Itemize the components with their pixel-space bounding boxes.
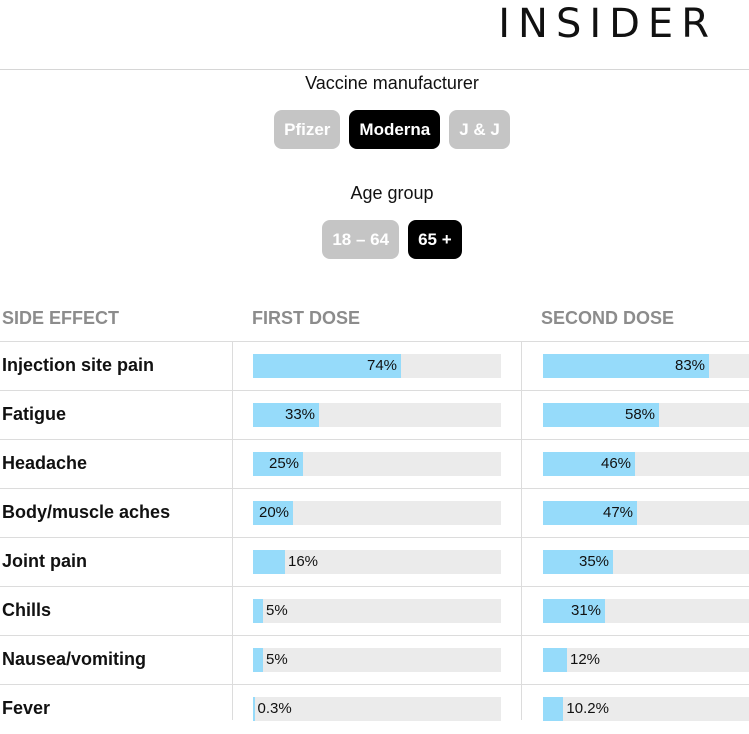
table-row: Body/muscle aches 20% 47% [0, 488, 749, 538]
header-divider [0, 69, 749, 70]
manufacturer-selector: Pfizer Moderna J & J [0, 110, 749, 149]
second-dose-bar-track: 12% [543, 648, 749, 672]
table-row: Chills 5% 31% [0, 586, 749, 636]
first-dose-bar [253, 354, 401, 378]
second-dose-bar-track: 47% [543, 501, 749, 525]
age-group-button-0[interactable]: 18 – 64 [322, 220, 400, 259]
first-dose-value-label: 33% [285, 406, 316, 423]
first-dose-value-label: 16% [288, 553, 319, 570]
table-row: Injection site pain 74% 83% [0, 341, 749, 391]
first-dose-bar [253, 403, 319, 427]
first-dose-value-label: 74% [367, 357, 398, 374]
second-dose-value-label: 35% [579, 553, 610, 570]
second-dose-bar [543, 501, 637, 525]
first-dose-bar-track: 20% [253, 501, 501, 525]
side-effect-name: Injection site pain [2, 355, 155, 375]
first-dose-bar [253, 550, 285, 574]
side-effect-name: Nausea/vomiting [2, 649, 147, 669]
age-group-selector: 18 – 64 65 + [0, 220, 749, 259]
first-dose-bar [253, 697, 255, 721]
first-dose-bar [253, 599, 263, 623]
first-dose-value-label: 25% [269, 455, 300, 472]
table-row: Joint pain 16% 35% [0, 537, 749, 587]
manufacturer-button-0[interactable]: Pfizer [274, 110, 341, 149]
second-dose-bar [543, 550, 613, 574]
first-dose-header: FIRST DOSE [252, 308, 361, 328]
manufacturer-button-2[interactable]: J & J [449, 110, 510, 149]
second-dose-bar-track: 46% [543, 452, 749, 476]
column-divider-first [232, 341, 233, 720]
side-effect-header: SIDE EFFECT [2, 308, 120, 328]
age-group-button-1[interactable]: 65 + [408, 220, 462, 259]
side-effect-name: Fever [2, 698, 51, 718]
side-effect-name: Chills [2, 600, 52, 620]
table-row: Fatigue 33% 58% [0, 390, 749, 440]
first-dose-bar [253, 501, 293, 525]
first-dose-bar [253, 648, 263, 672]
second-dose-value-label: 83% [675, 357, 706, 374]
second-dose-bar [543, 599, 605, 623]
first-dose-value-label: 20% [259, 504, 290, 521]
first-dose-bar-track: 5% [253, 599, 501, 623]
second-dose-bar-track: 83% [543, 354, 749, 378]
first-dose-value-label: 0.3% [257, 700, 292, 717]
side-effect-name: Body/muscle aches [2, 502, 171, 522]
column-divider-second [521, 341, 522, 720]
age-group-label: Age group [350, 183, 434, 203]
second-dose-value-label: 12% [570, 651, 601, 668]
second-dose-bar [543, 354, 709, 378]
first-dose-bar-track: 74% [253, 354, 501, 378]
second-dose-value-label: 58% [625, 406, 656, 423]
table-row: Nausea/vomiting 5% 12% [0, 635, 749, 685]
second-dose-bar [543, 452, 635, 476]
first-dose-value-label: 5% [266, 602, 288, 619]
second-dose-bar-track: 35% [543, 550, 749, 574]
first-dose-bar-track: 16% [253, 550, 501, 574]
side-effect-name: Joint pain [2, 551, 87, 571]
first-dose-bar-track: 0.3% [253, 697, 501, 721]
first-dose-bar-track: 33% [253, 403, 501, 427]
first-dose-bar-track: 5% [253, 648, 501, 672]
table-row: Headache 25% 46% [0, 439, 749, 489]
second-dose-bar-track: 58% [543, 403, 749, 427]
second-dose-bar [543, 403, 659, 427]
table-row: Fever 0.3% 10.2% [0, 684, 749, 734]
second-dose-value-label: 10.2% [566, 700, 609, 717]
second-dose-value-label: 31% [571, 602, 602, 619]
second-dose-bar [543, 697, 564, 721]
first-dose-bar-track: 25% [253, 452, 501, 476]
first-dose-value-label: 5% [266, 651, 288, 668]
second-dose-value-label: 46% [601, 455, 632, 472]
side-effect-name: Headache [2, 453, 88, 473]
second-dose-bar-track: 31% [543, 599, 749, 623]
insider-logo[interactable]: INSIDER [498, 1, 717, 47]
manufacturer-label: Vaccine manufacturer [305, 73, 479, 93]
side-effect-name: Fatigue [2, 404, 67, 424]
second-dose-header: SECOND DOSE [541, 308, 675, 328]
manufacturer-button-1[interactable]: Moderna [349, 110, 441, 149]
second-dose-value-label: 47% [603, 504, 634, 521]
first-dose-bar [253, 452, 303, 476]
second-dose-bar [543, 648, 567, 672]
second-dose-bar-track: 10.2% [543, 697, 749, 721]
